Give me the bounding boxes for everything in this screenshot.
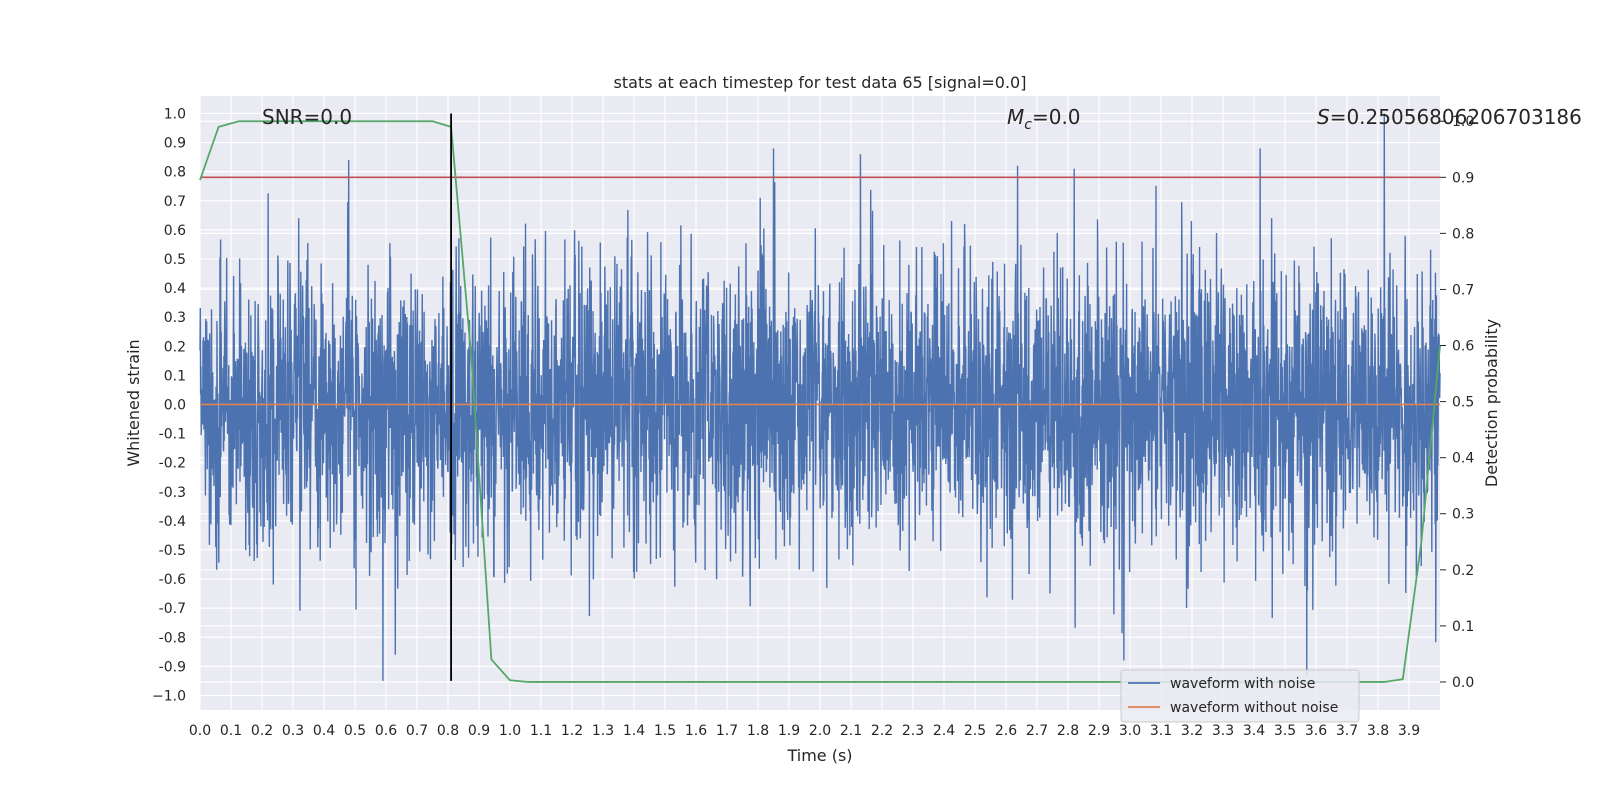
x-tick-label: 2.5 [964, 723, 986, 739]
y-tick-label: 0.0 [164, 397, 186, 413]
x-tick-label: 1.7 [716, 723, 738, 739]
x-tick-label: 2.9 [1088, 723, 1110, 739]
x-tick-label: 2.8 [1057, 723, 1079, 739]
x-tick-label: 1.8 [747, 723, 769, 739]
x-tick-label: 3.3 [1212, 723, 1234, 739]
x-tick-label: 3.7 [1336, 723, 1358, 739]
x-tick-label: 2.7 [1026, 723, 1048, 739]
y2-tick-label: 0.0 [1452, 675, 1474, 691]
y-tick-label: -0.7 [159, 601, 186, 617]
y-tick-label: -0.6 [159, 572, 186, 588]
y2-tick-label: 0.1 [1452, 619, 1474, 635]
y2-tick-label: 0.5 [1452, 395, 1474, 411]
legend: waveform with noise waveform without noi… [1120, 669, 1360, 723]
x-tick-label: 0.2 [251, 723, 273, 739]
y2-tick-label: 0.9 [1452, 170, 1474, 186]
legend-label-clean: waveform without noise [1170, 700, 1338, 716]
y2-tick-label: 0.2 [1452, 563, 1474, 579]
x-tick-label: 3.1 [1150, 723, 1172, 739]
x-tick-label: 1.0 [499, 723, 521, 739]
y-tick-label: 0.8 [164, 165, 186, 181]
y-tick-label: 0.3 [164, 310, 186, 326]
x-tick-label: 1.9 [778, 723, 800, 739]
statistic-value: =0.25056806206703186 [1330, 105, 1582, 129]
x-tick-label: 1.4 [623, 723, 645, 739]
x-tick-label: 3.2 [1181, 723, 1203, 739]
y-tick-label: 0.7 [164, 194, 186, 210]
y-tick-label: −1.0 [152, 688, 186, 704]
x-tick-label: 2.6 [995, 723, 1017, 739]
x-tick-label: 3.4 [1243, 723, 1265, 739]
y-tick-label: 0.5 [164, 252, 186, 268]
y2-axis-label: Detection probability [1482, 319, 1501, 487]
y-tick-label: -0.3 [159, 485, 186, 501]
x-tick-label: 0.8 [437, 723, 459, 739]
statistic-symbol: S [1317, 105, 1330, 129]
y-tick-label: -0.4 [159, 514, 186, 530]
series-detection-probability [199, 120, 1441, 683]
x-tick-label: 3.6 [1305, 723, 1327, 739]
legend-box [1120, 669, 1360, 723]
x-tick-label: 3.5 [1274, 723, 1296, 739]
y-tick-label: 1.0 [164, 106, 186, 122]
chart-title: stats at each timestep for test data 65 … [614, 73, 1027, 92]
x-tick-label: 2.1 [840, 723, 862, 739]
x-axis-ticks: 0.0 0.1 0.2 0.3 0.4 0.5 0.6 0.7 0.8 0.9 1.0 1.1 1.2 1… [189, 723, 1420, 739]
x-tick-label: 2.4 [933, 723, 955, 739]
x-tick-label: 3.8 [1367, 723, 1389, 739]
y-tick-label: 0.4 [164, 281, 186, 297]
chirp-mass-symbol: M [1007, 105, 1024, 129]
y-tick-label: -0.1 [159, 427, 186, 443]
y2-tick-label: 1.0 [1452, 114, 1474, 130]
y-tick-label: -0.2 [159, 456, 186, 472]
x-tick-label: 1.1 [530, 723, 552, 739]
y-axis-ticks: 1.0 0.9 0.8 0.7 0.6 0.5 0.4 0.3 0.2 0.1 0.0 -0.1 -0.… [152, 106, 186, 704]
x-tick-label: 0.1 [220, 723, 242, 739]
x-tick-label: 1.2 [561, 723, 583, 739]
y-tick-label: 0.2 [164, 339, 186, 355]
legend-label-noise: waveform with noise [1170, 676, 1315, 692]
x-tick-label: 1.3 [592, 723, 614, 739]
x-tick-label: 2.3 [902, 723, 924, 739]
y2-tick-label: 0.4 [1452, 451, 1474, 467]
snr-annotation: SNR=0.0 [262, 105, 352, 129]
y2-axis-ticks: 1.0 0.9 0.8 0.7 0.6 0.5 0.4 0.3 0.2 0.1 0.0 [1440, 114, 1474, 691]
y-tick-label: 0.1 [164, 368, 186, 384]
y-tick-label: 0.9 [164, 136, 186, 152]
y-tick-label: -0.9 [159, 659, 186, 675]
x-tick-label: 0.6 [375, 723, 397, 739]
y2-tick-label: 0.7 [1452, 282, 1474, 298]
y-tick-label: 0.6 [164, 223, 186, 239]
x-tick-label: 1.6 [685, 723, 707, 739]
x-tick-label: 1.5 [654, 723, 676, 739]
y-tick-label: -0.5 [159, 543, 186, 559]
y2-tick-label: 0.6 [1452, 339, 1474, 355]
statistic-annotation: S=0.25056806206703186 [1317, 105, 1582, 129]
x-tick-label: 0.5 [344, 723, 366, 739]
x-tick-label: 2.0 [809, 723, 831, 739]
x-tick-label: 3.0 [1119, 723, 1141, 739]
x-tick-label: 2.2 [871, 723, 893, 739]
x-tick-label: 0.9 [468, 723, 490, 739]
x-tick-label: 3.9 [1398, 723, 1420, 739]
chart-marks [199, 113, 1441, 683]
x-tick-label: 0.7 [406, 723, 428, 739]
series-waveform-with-noise [199, 113, 1441, 681]
y-axis-label: Whitened strain [124, 339, 143, 466]
x-tick-label: 0.3 [282, 723, 304, 739]
chirp-mass-value: =0.0 [1032, 105, 1081, 129]
x-axis-label: Time (s) [786, 746, 852, 765]
y2-tick-label: 0.3 [1452, 507, 1474, 523]
y-tick-label: -0.8 [159, 630, 186, 646]
x-tick-label: 0.4 [313, 723, 335, 739]
x-tick-label: 0.0 [189, 723, 211, 739]
y2-tick-label: 0.8 [1452, 226, 1474, 242]
chirp-mass-subscript: c [1024, 117, 1032, 133]
chirp-mass-annotation: Mc=0.0 [1007, 105, 1081, 133]
